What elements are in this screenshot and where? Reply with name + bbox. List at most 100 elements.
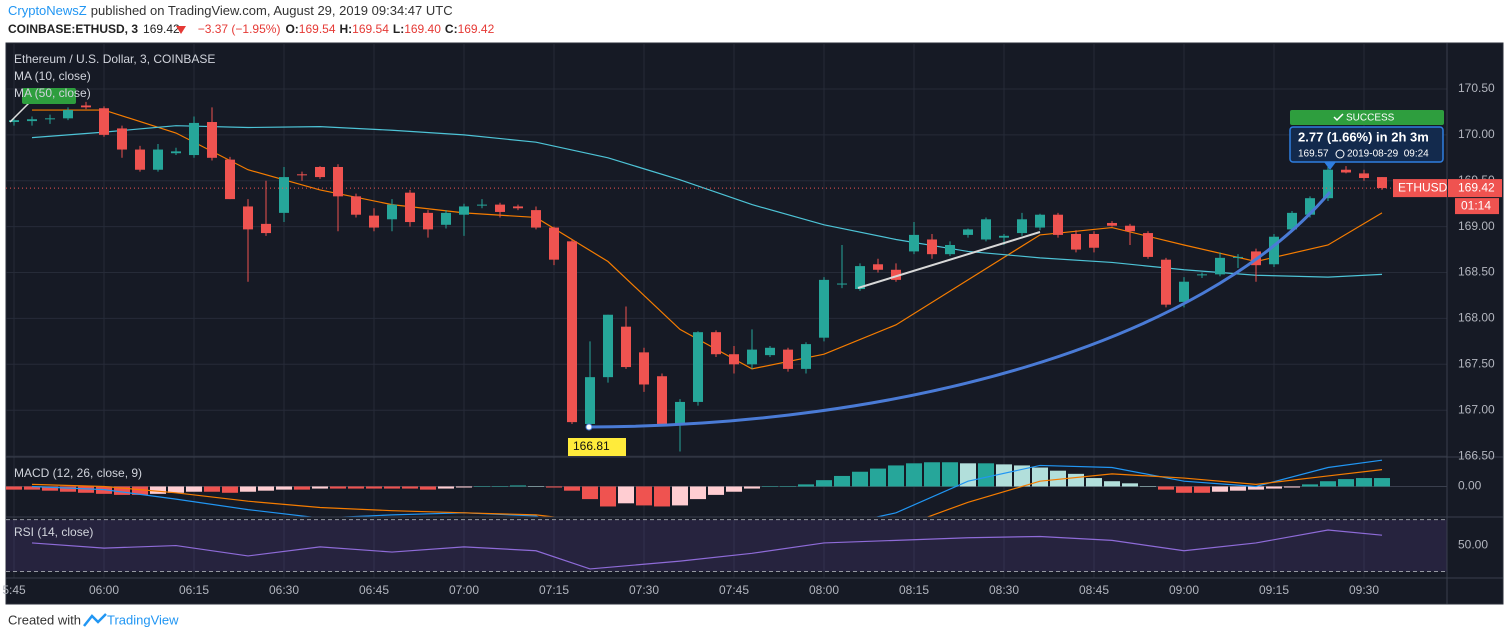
macd-bar <box>1176 486 1192 493</box>
macd-bar <box>780 486 796 487</box>
price-tag <box>1448 179 1502 198</box>
symbol-line: COINBASE:ETHUSD, 3 169.42 −3.37 (−1.95%) O:… <box>8 22 495 36</box>
indicator-line <box>31 125 1383 278</box>
change: −3.37 (−1.95%) <box>198 22 281 36</box>
macd-bar <box>654 486 670 507</box>
macd-bar <box>1302 484 1318 487</box>
macd-bar <box>1086 478 1102 487</box>
candle-body <box>441 212 451 225</box>
forecast-curve[interactable] <box>587 191 1332 429</box>
candle-body <box>1269 236 1279 265</box>
footer-brand[interactable]: TradingView <box>107 612 179 627</box>
candle-body <box>99 108 109 135</box>
candle-body <box>63 110 73 119</box>
author[interactable]: CryptoNewsZ <box>8 3 87 18</box>
macd-bar <box>1266 486 1282 489</box>
candle-body <box>711 332 721 355</box>
macd-bar <box>276 486 292 490</box>
macd-bar <box>42 486 58 491</box>
x-tick-label: 08:00 <box>809 583 839 597</box>
candle-body <box>225 159 235 200</box>
candle-body <box>243 206 253 230</box>
candle-body <box>801 344 811 369</box>
candle-body <box>477 204 487 206</box>
header-line: CryptoNewsZ published on TradingView.com,… <box>8 3 453 18</box>
measure-price: 169.57 <box>1298 149 1329 160</box>
pane-title: Ethereum / U.S. Dollar, 3, COINBASE <box>14 52 215 66</box>
price-tag-text: 169.42 <box>1458 180 1495 194</box>
macd-bar <box>330 486 346 489</box>
macd-bar <box>78 486 94 493</box>
candle-body <box>945 244 955 255</box>
macd-bar <box>1248 486 1264 490</box>
indicator-line <box>31 529 1383 570</box>
macd-bar <box>1140 486 1156 487</box>
candle-body <box>45 118 55 120</box>
macd-bar <box>258 486 274 491</box>
macd-bar <box>978 463 994 487</box>
candle-body <box>1179 281 1189 302</box>
candle-body <box>981 219 991 240</box>
macd-bar <box>312 486 328 489</box>
x-tick-label: 07:30 <box>629 583 659 597</box>
footer-text: Created with <box>8 612 81 627</box>
candle-body <box>333 166 343 197</box>
macd-bar <box>762 486 778 487</box>
macd-bar <box>1122 483 1138 487</box>
ohlc-value: 169.40 <box>404 22 441 36</box>
x-tick-label: 5:45 <box>2 583 26 597</box>
x-tick-label: 08:15 <box>899 583 929 597</box>
candle-body <box>1017 219 1027 234</box>
ohlc-value: 169.54 <box>299 22 336 36</box>
macd-bar <box>834 475 850 487</box>
candle-body <box>297 174 307 176</box>
x-tick-label: 07:45 <box>719 583 749 597</box>
candle-body <box>531 210 541 228</box>
x-tick-label: 07:00 <box>449 583 479 597</box>
curve-handle[interactable] <box>585 423 593 431</box>
macd-bar <box>1230 486 1246 491</box>
x-tick-label: 09:00 <box>1169 583 1199 597</box>
candle-body <box>1089 233 1099 248</box>
countdown-text: 01:14 <box>1461 198 1491 212</box>
macd-bar <box>366 486 382 489</box>
last-price: 169.42 <box>143 22 180 36</box>
macd-bar <box>1158 486 1174 490</box>
candle-body <box>135 149 145 170</box>
candle-body <box>657 376 667 424</box>
macd-bar <box>456 486 472 488</box>
y-tick-label: 167.50 <box>1458 356 1495 370</box>
macd-bar <box>1212 486 1228 492</box>
macd-bar <box>960 463 976 487</box>
candle-body <box>1125 225 1135 232</box>
candle-body <box>675 401 685 424</box>
macd-bar <box>996 464 1012 487</box>
macd-bar <box>690 486 706 500</box>
candle-body <box>153 149 163 170</box>
candle-body <box>639 352 649 385</box>
macd-bar <box>294 486 310 490</box>
candle-body <box>693 332 703 402</box>
candle-body <box>351 196 361 215</box>
macd-bar <box>726 486 742 492</box>
brand-logo <box>83 613 107 627</box>
candle-body <box>423 212 433 230</box>
candle-body <box>81 105 91 108</box>
macd-bar <box>618 486 634 504</box>
candle-body <box>1341 169 1351 173</box>
candle-body <box>1233 256 1243 258</box>
candle-body <box>603 314 613 378</box>
x-tick-label: 08:30 <box>989 583 1019 597</box>
pane-group <box>6 519 1447 573</box>
x-tick-label: 06:30 <box>269 583 299 597</box>
candle-body <box>1377 177 1387 189</box>
x-tick-label: 06:45 <box>359 583 389 597</box>
macd-bar <box>906 463 922 487</box>
x-tick-label: 08:45 <box>1079 583 1109 597</box>
macd-bar <box>528 486 544 487</box>
candle-body <box>873 264 883 270</box>
candle-body <box>1035 214 1045 228</box>
symbol-tag-text: ETHUSD <box>1398 180 1448 194</box>
trend-line-drawing[interactable] <box>857 231 1041 289</box>
candle-body <box>171 151 181 154</box>
